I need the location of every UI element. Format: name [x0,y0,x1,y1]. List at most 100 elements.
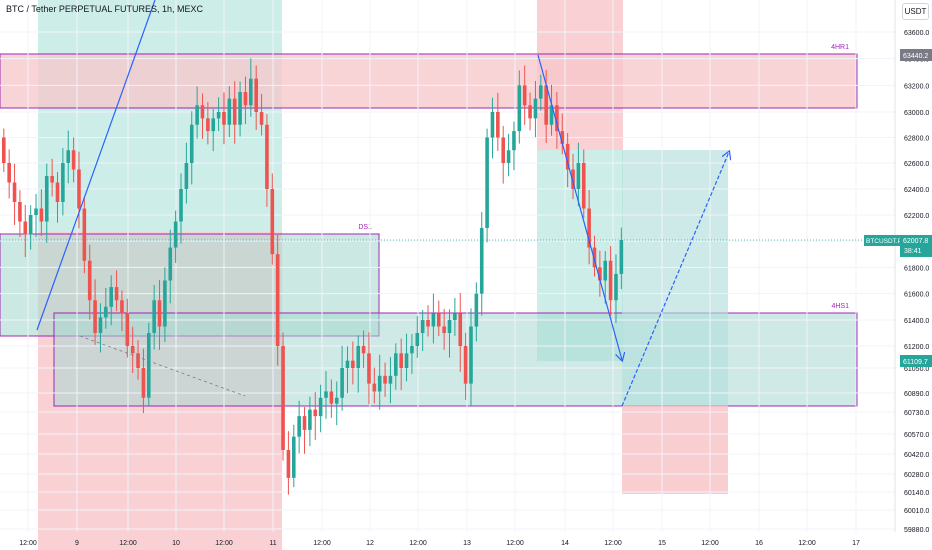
current-price: 62007.8 [903,238,928,245]
price-tick-label: 62200.0 [904,213,929,220]
candle-body [420,320,425,333]
candle-body [275,254,280,346]
time-tick-label: 12:00 [19,540,37,547]
candle-body [442,326,446,333]
candle-body [7,163,11,183]
candle-body [2,137,6,163]
candle-body [130,346,135,354]
candle-body [55,182,60,202]
zone-label-4hs1: 4HS1 [831,303,849,310]
candle-body [109,287,113,307]
candle-body [270,189,275,255]
candle-body [404,353,409,368]
candle-body [152,300,156,333]
price-tick-label: 61050.0 [904,366,929,373]
candle-body [474,293,479,327]
candle-body [463,346,468,384]
candle-body [512,131,516,151]
candle-body [104,306,108,318]
time-tick-label: 9 [75,540,79,547]
candle-body [329,391,334,404]
candle-body [302,416,307,430]
candle-body [619,239,624,274]
candle-body [297,416,301,437]
zone-label-4hr1: 4HR1 [831,44,849,51]
candle-body [173,221,178,248]
candle-body [426,320,430,327]
price-tick-label: 60890.0 [904,391,929,398]
candle-body [281,346,285,450]
candle-body [539,85,543,99]
candle-body [367,353,371,384]
candle-body [12,182,17,202]
candle-body [238,92,242,125]
dashed-trendline [79,335,246,397]
candle-body [222,112,226,125]
candle-body [39,208,44,222]
candle-body [345,360,350,368]
candle-body [249,78,253,106]
time-tick-label: 11 [269,540,276,547]
candle-body [184,163,189,189]
candle-body [394,353,398,376]
time-tick-label: 14 [561,540,569,547]
candle-body [377,375,382,392]
time-tick-label: 12:00 [313,540,331,547]
price-tick-label: 60730.0 [904,410,929,417]
marked-price-2: 61109.7 [903,359,928,366]
candle-body [560,131,565,144]
candle-body [265,124,269,189]
price-tick-label: 61600.0 [904,292,929,299]
candle-body [189,124,194,163]
candle-body [23,221,28,235]
grid-layer [0,0,895,532]
countdown: 38:41 [904,248,922,255]
candle-body [490,112,495,138]
candle-body [356,346,361,368]
candle-body [120,300,124,314]
candle-body [614,273,618,301]
candle-body [522,85,527,106]
price-tick-label: 63600.0 [904,30,929,37]
candle-body [533,98,538,119]
candle-body [479,228,484,294]
candle-body [372,383,377,392]
candle-body [114,287,119,301]
currency-button[interactable]: USDT [902,3,929,20]
candle-body [506,150,511,163]
candle-body [592,247,597,268]
price-tick-label: 62800.0 [904,136,929,143]
time-tick-label: 12:00 [701,540,719,547]
candle-body [291,436,296,478]
candle-body [146,333,151,398]
current-symbol: BTCUSDT.P [866,238,902,245]
candle-body [496,112,500,138]
candles-layer [2,58,624,495]
candle-body [195,105,199,125]
candle-body [34,208,38,215]
candle-body [82,208,87,261]
candle-body [206,118,210,132]
price-tick-label: 61800.0 [904,265,929,272]
time-tick-label: 12:00 [119,540,137,547]
candle-body [286,450,291,478]
candle-body [77,169,81,209]
candle-body [383,375,387,384]
price-tick-label: 60420.0 [904,452,929,459]
candle-body [334,397,339,404]
time-tick-label: 12 [366,540,374,547]
candle-body [259,112,264,125]
zone-4hr1 [0,53,858,109]
candle-body [576,163,581,189]
candle-body [157,300,162,327]
marked-price-1: 63440.2 [903,53,928,60]
candle-body [179,189,183,222]
candle-body [66,150,71,163]
candle-body [351,360,355,368]
price-tick-label: 60010.0 [904,508,929,515]
time-tick-label: 12:00 [215,540,233,547]
candle-body [200,105,205,119]
time-tick-label: 10 [172,540,180,547]
chart-title: BTC / Tether PERPETUAL FUTURES, 1h, MEXC [6,4,204,14]
